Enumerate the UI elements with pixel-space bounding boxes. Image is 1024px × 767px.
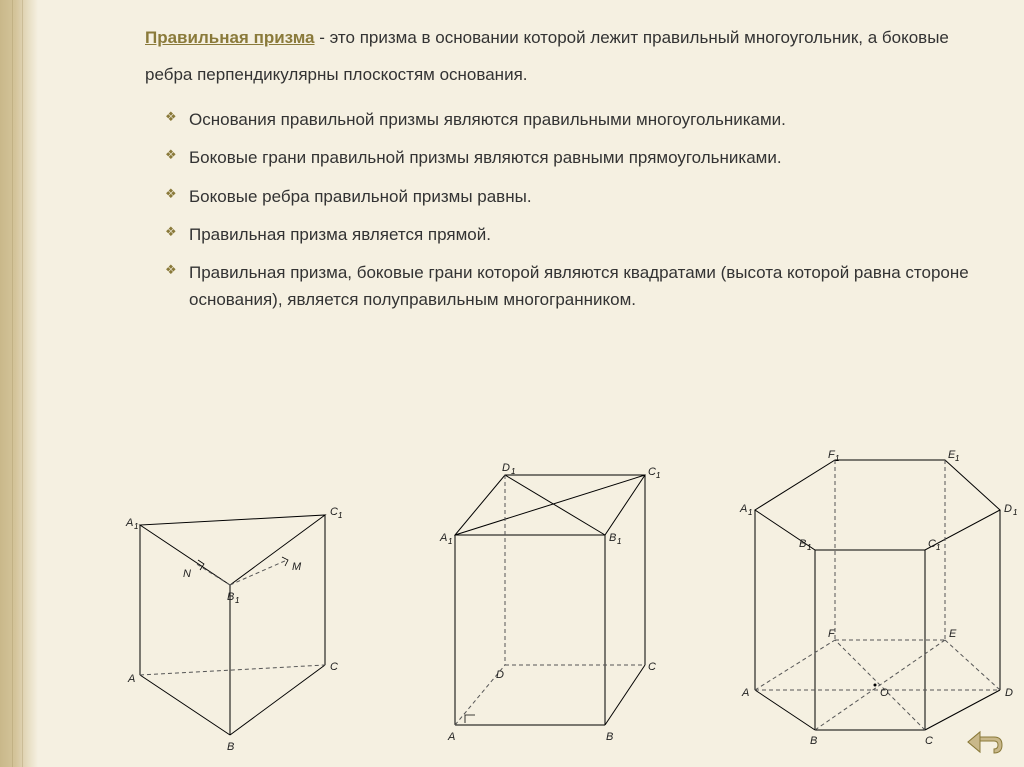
svg-text:B: B [799,538,806,550]
svg-text:O: O [880,687,889,699]
svg-text:C: C [648,661,656,673]
slide-content: Правильная призма - это призма в основан… [145,20,995,319]
svg-text:1: 1 [835,454,839,463]
list-item: Боковые ребра правильной призмы равны. [165,178,995,216]
list-item: Правильная призма является прямой. [165,216,995,254]
svg-text:D: D [502,462,510,474]
svg-text:B: B [227,591,234,603]
svg-text:1: 1 [617,537,621,546]
svg-text:E: E [949,628,957,640]
svg-text:B: B [609,532,616,544]
side-line [22,0,23,767]
svg-text:N: N [183,568,191,580]
svg-text:1: 1 [448,537,452,546]
svg-text:A: A [447,731,455,743]
svg-text:1: 1 [134,522,138,531]
decorative-side-border [0,0,38,767]
return-button[interactable] [964,727,1006,757]
svg-text:1: 1 [656,471,660,480]
hexagonal-prism-diagram: F1 E1 D1 C1 B1 A1 F E D C B A O [700,450,1024,760]
svg-text:1: 1 [748,508,752,517]
bullet-list: Основания правильной призмы являются пра… [165,101,995,319]
triangular-prism-diagram: A1 B1 C1 A B C N M [100,460,380,760]
svg-text:C: C [330,661,338,673]
svg-text:C: C [928,538,936,550]
svg-text:1: 1 [235,596,239,605]
svg-text:A: A [127,673,135,685]
svg-text:A: A [741,687,749,699]
svg-text:1: 1 [338,511,342,520]
svg-text:D: D [496,669,504,681]
side-line [12,0,13,767]
list-item: Боковые грани правильной призмы являются… [165,139,995,177]
svg-text:B: B [810,735,817,747]
svg-text:1: 1 [936,543,940,552]
term-highlight: Правильная призма [145,28,315,47]
svg-text:C: C [925,735,933,747]
svg-text:1: 1 [1013,508,1017,517]
svg-text:A: A [739,503,747,515]
intro-paragraph: Правильная призма - это призма в основан… [145,20,995,93]
svg-text:1: 1 [955,454,959,463]
svg-text:A: A [125,517,133,529]
svg-text:1: 1 [511,467,515,476]
svg-text:C: C [330,506,338,518]
svg-text:D: D [1004,503,1012,515]
svg-text:B: B [227,741,234,753]
svg-text:C: C [648,466,656,478]
svg-text:1: 1 [807,543,811,552]
svg-text:A: A [439,532,447,544]
diagrams-row: A1 B1 C1 A B C N M D1 C1 B1 A1 D C B A [70,470,1010,750]
list-item: Основания правильной призмы являются пра… [165,101,995,139]
svg-text:D: D [1005,687,1013,699]
cuboid-diagram: D1 C1 B1 A1 D C B A [410,460,700,760]
svg-text:M: M [292,561,302,573]
svg-text:B: B [606,731,613,743]
list-item: Правильная призма, боковые грани которой… [165,254,995,319]
